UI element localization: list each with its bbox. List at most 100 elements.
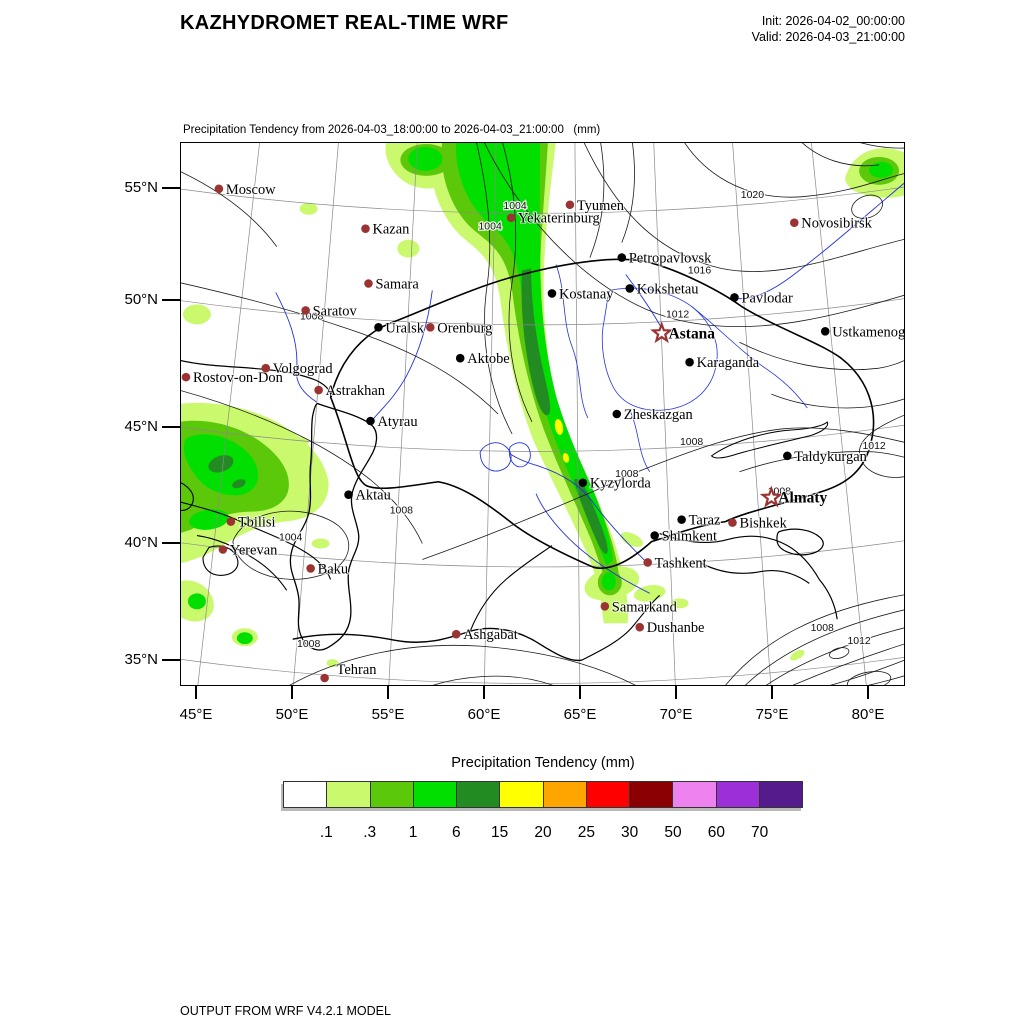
colorbar-tick-label: .1 [319, 824, 333, 841]
lon-tick-label: 75°E [755, 706, 789, 723]
lat-tick-mark [162, 426, 180, 428]
city-tyumen: Tyumen [565, 197, 625, 215]
lon-tick-mark [387, 686, 389, 699]
city-label: Rostov-on-Don [193, 370, 283, 386]
city-samarkand: Samarkand [600, 598, 679, 616]
city-label: Kazan [372, 222, 409, 238]
colorbar-tick-label: 6 [452, 824, 461, 841]
city-dot-icon [783, 451, 792, 461]
city-dot-icon [214, 184, 224, 194]
model-footer: OUTPUT FROM WRF V4.2.1 MODEL WE = 200 ; … [180, 971, 679, 1024]
city-dot-icon [314, 385, 323, 395]
city-label: Tehran [337, 662, 377, 678]
city-label: Yerevan [230, 542, 277, 558]
city-label: Baku [318, 561, 348, 577]
pressure-contour-label: 1008 [615, 469, 638, 480]
colorbar-tick-labels: .1 .3 1 6 15 20 25 30 50 60 70 [283, 824, 803, 846]
city-label: Bishkek [739, 516, 787, 532]
city-dot-icon [565, 200, 575, 210]
city-atyrau: Atyrau [366, 413, 419, 431]
lon-tick-mark [771, 686, 773, 699]
city-label: Petropavlovsk [629, 251, 712, 267]
colorbar-cell [586, 782, 630, 807]
city-label: Samarkand [612, 599, 678, 615]
lat-tick-label: 50°N [124, 291, 158, 308]
city-bishkek: Bishkek [728, 515, 789, 533]
city-label: Yekaterinburg [518, 211, 600, 227]
city-aktau: Aktau [344, 487, 392, 505]
city-kyzylorda: Kyzylorda [578, 475, 652, 493]
city-label: Kyzylorda [590, 476, 652, 492]
city-almaty: Almaty [759, 485, 829, 508]
page-title: KAZHYDROMET REAL-TIME WRF [180, 12, 509, 34]
city-tashkent: Tashkent [643, 554, 708, 572]
latitude-axis: 55°N 50°N 45°N 40°N 35°N [60, 142, 158, 686]
city-uralsk: Uralsk [374, 319, 426, 337]
pressure-contour-label: 1008 [297, 639, 320, 650]
city-dot-icon [547, 289, 557, 298]
city-label: Ashgabat [463, 627, 518, 643]
city-dot-icon [820, 327, 830, 336]
city-dot-icon [677, 515, 686, 524]
precip-colorbar [283, 781, 803, 808]
lon-tick-label: 45°E [179, 706, 213, 723]
colorbar-tick-label: 25 [577, 824, 595, 841]
city-label: Pavlodar [741, 290, 793, 306]
city-astana: Astana [650, 321, 716, 343]
colorbar-tick-label: .3 [363, 824, 377, 841]
city-aktobe: Aktobe [455, 350, 511, 368]
city-dushanbe: Dushanbe [635, 619, 705, 637]
city-label: Atyrau [377, 414, 417, 430]
colorbar-cell [630, 782, 674, 807]
city-rostov-on-don: Rostov-on-Don [181, 369, 284, 387]
city-dot-icon [730, 293, 739, 302]
city-label: Tyumen [577, 198, 624, 214]
lon-tick-mark [675, 686, 677, 699]
city-label: Kostanay [559, 286, 614, 302]
lat-tick-label: 45°N [124, 418, 158, 435]
city-dot-icon [181, 372, 191, 382]
pressure-contour-label: 1008 [811, 623, 834, 634]
city-dot-icon [600, 602, 610, 611]
city-dot-icon [728, 518, 737, 527]
colorbar-tick-label: 60 [707, 824, 725, 841]
colorbar-tick-label: 50 [664, 824, 682, 841]
lon-tick-mark [291, 686, 293, 699]
city-kazan: Kazan [361, 221, 410, 239]
latitude-ticks [162, 142, 180, 686]
colorbar-cell [759, 782, 802, 807]
city-dot-icon [364, 279, 373, 288]
city-pavlodar: Pavlodar [730, 289, 794, 307]
city-label: Astrakhan [326, 383, 385, 399]
colorbar-cell [716, 782, 760, 807]
lon-tick-label: 55°E [371, 706, 405, 723]
lat-tick-mark [162, 187, 180, 189]
city-dot-icon [612, 409, 622, 419]
city-dot-icon [344, 490, 353, 499]
city-label: Uralsk [385, 320, 424, 336]
city-ashgabat: Ashgabat [451, 626, 519, 644]
init-time: Init: 2026-04-02_00:00:00 [761, 14, 905, 28]
city-dot-icon [320, 673, 329, 683]
pressure-contours-layer [181, 143, 904, 685]
city-dot-icon [635, 622, 645, 632]
lon-tick-label: 65°E [563, 706, 597, 723]
city-orenburg: Orenburg [426, 319, 493, 337]
pressure-contour-label: 1020 [741, 190, 764, 201]
city-kostanay: Kostanay [547, 285, 615, 303]
city-label: Samara [375, 276, 419, 292]
pressure-contour-label: 1016 [688, 266, 711, 277]
city-label: Kokshetau [637, 281, 699, 297]
city-label: Ustkamenogorsk [832, 324, 904, 340]
city-dot-icon [366, 416, 375, 426]
lon-tick-label: 60°E [467, 706, 501, 723]
city-dot-icon [426, 323, 435, 332]
precip-field-label: Precipitation Tendency from 2026-04-03_1… [183, 124, 601, 136]
city-petropavlovsk: Petropavlovsk [617, 250, 713, 268]
pressure-contour-label: 1004 [479, 222, 502, 233]
lon-tick-mark [867, 686, 869, 699]
colorbar-tick-label: 30 [621, 824, 639, 841]
